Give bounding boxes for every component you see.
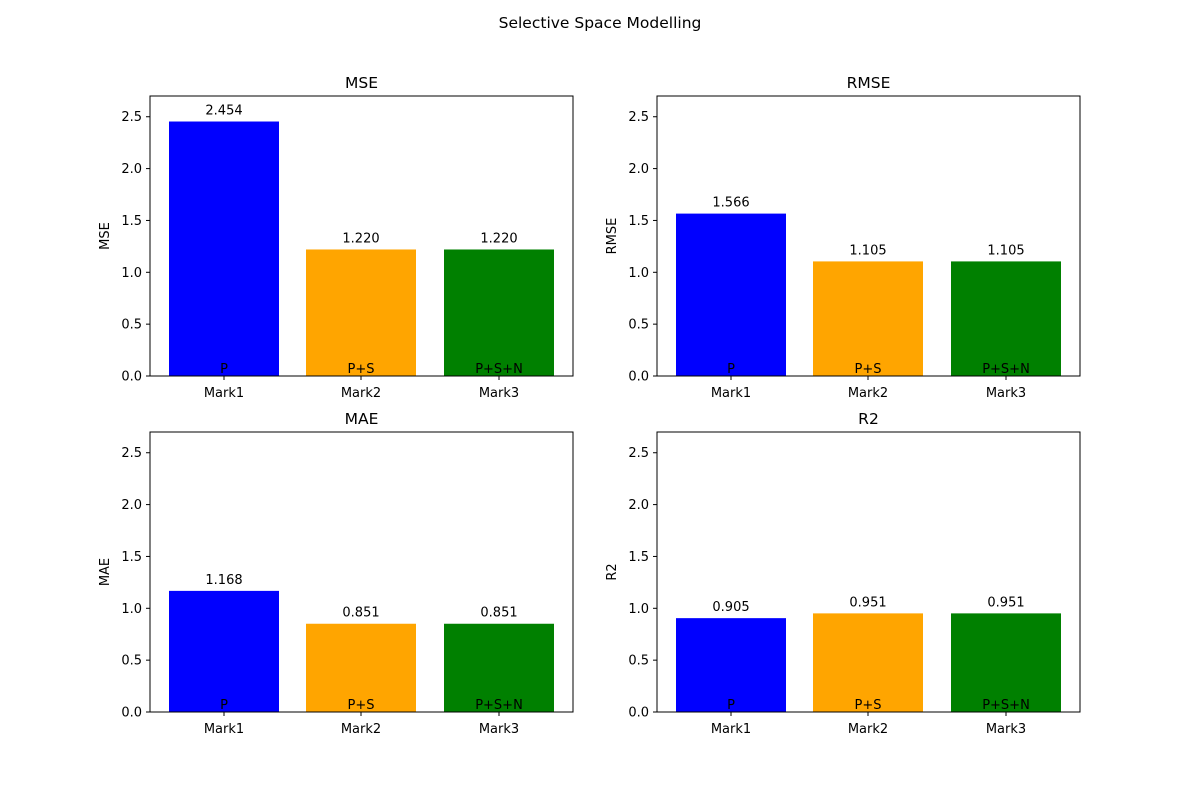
y-tick-label: 0.0 <box>121 370 142 385</box>
x-tick-label: Mark3 <box>986 386 1026 401</box>
value-label: 1.168 <box>205 573 242 588</box>
y-tick-label: 1.0 <box>628 266 649 281</box>
value-label: 0.851 <box>480 606 517 621</box>
x-tick-label: Mark2 <box>848 386 888 401</box>
y-tick-label: 2.5 <box>121 446 142 461</box>
value-label: 2.454 <box>205 104 242 119</box>
bar-mark2 <box>813 613 923 712</box>
y-tick-label: 2.5 <box>628 446 649 461</box>
y-tick-label: 1.5 <box>628 550 649 565</box>
x-tick-label: Mark1 <box>711 722 751 737</box>
y-axis-label: R2 <box>605 563 620 580</box>
bar-mark1 <box>169 590 279 712</box>
bar-mark2 <box>306 249 416 376</box>
value-label: 0.951 <box>987 595 1024 610</box>
bar-mark1 <box>676 213 786 376</box>
y-tick-label: 2.0 <box>121 162 142 177</box>
bar-mark3 <box>444 623 554 712</box>
axes-frame <box>149 95 574 377</box>
panels: 2.454PMark11.220P+SMark21.220P+S+NMark30… <box>98 74 1081 737</box>
y-tick-label: 0.0 <box>121 706 142 721</box>
bar-caption: P <box>220 698 228 713</box>
y-tick-label: 0.0 <box>628 370 649 385</box>
bar-mark1 <box>169 121 279 376</box>
bar-mark3 <box>951 613 1061 712</box>
bar-caption: P <box>727 362 735 377</box>
axes-frame <box>149 431 574 713</box>
bar-mark1 <box>676 618 786 712</box>
x-tick-label: Mark1 <box>711 386 751 401</box>
y-tick-label: 1.0 <box>121 602 142 617</box>
panel-title: R2 <box>858 410 879 428</box>
x-tick-label: Mark2 <box>341 722 381 737</box>
panel-title: RMSE <box>847 74 891 92</box>
y-axis-label: MAE <box>98 558 113 586</box>
x-tick-label: Mark2 <box>848 722 888 737</box>
value-label: 1.220 <box>342 231 379 246</box>
bar-caption: P+S+N <box>982 362 1030 377</box>
y-tick-label: 1.5 <box>121 214 142 229</box>
value-label: 0.905 <box>712 600 749 615</box>
axes-frame <box>656 95 1081 377</box>
bar-mark2 <box>813 261 923 376</box>
y-tick-label: 2.5 <box>121 110 142 125</box>
value-label: 0.951 <box>849 595 886 610</box>
bar-mark3 <box>444 249 554 376</box>
bar-caption: P+S <box>855 698 882 713</box>
bar-caption: P+S <box>855 362 882 377</box>
value-label: 1.105 <box>987 243 1024 258</box>
y-tick-label: 2.0 <box>628 162 649 177</box>
value-label: 1.566 <box>712 196 749 211</box>
y-tick-label: 1.5 <box>628 214 649 229</box>
r2-panel: 0.905 P Mark1 0.951 P+S Mark2 0.951 P+S+N Mark3 0… <box>605 410 1081 737</box>
figure-title: Selective Space Modelling <box>499 14 702 32</box>
y-tick-label: 0.5 <box>628 318 649 333</box>
bar-caption: P+S <box>348 698 375 713</box>
mae-panel: 1.168 P Mark1 0.851 P+S Mark2 0.851 P+S+N Mark3 0… <box>98 410 574 737</box>
mse-panel: 2.454 P Mark1 1.220 P+S Mark2 1.220 P+S+N Mark3 0… <box>98 74 574 401</box>
bar-mark3 <box>951 261 1061 376</box>
bar-caption: P+S+N <box>475 362 523 377</box>
x-tick-label: Mark2 <box>341 386 381 401</box>
x-tick-label: Mark1 <box>204 722 244 737</box>
bar-caption: P <box>727 698 735 713</box>
panel-title: MSE <box>345 74 378 92</box>
x-tick-label: Mark3 <box>986 722 1026 737</box>
value-label: 0.851 <box>342 606 379 621</box>
bar-caption: P+S+N <box>982 698 1030 713</box>
y-tick-label: 0.5 <box>628 654 649 669</box>
x-tick-label: Mark1 <box>204 386 244 401</box>
y-tick-label: 0.0 <box>628 706 649 721</box>
axes-frame <box>656 431 1081 713</box>
y-tick-label: 0.5 <box>121 654 142 669</box>
value-label: 1.105 <box>849 243 886 258</box>
y-tick-label: 2.0 <box>628 498 649 513</box>
y-tick-label: 0.5 <box>121 318 142 333</box>
bar-caption: P <box>220 362 228 377</box>
y-tick-label: 1.5 <box>121 550 142 565</box>
y-axis-label: RMSE <box>605 218 620 255</box>
y-tick-label: 2.0 <box>121 498 142 513</box>
panel-title: MAE <box>345 410 379 428</box>
bar-caption: P+S <box>348 362 375 377</box>
bar-caption: P+S+N <box>475 698 523 713</box>
x-tick-label: Mark3 <box>479 722 519 737</box>
rmse-panel: 1.566 P Mark1 1.105 P+S Mark2 1.105 P+S+N Mark3 0… <box>605 74 1081 401</box>
bar-mark2 <box>306 623 416 712</box>
y-axis-label: MSE <box>98 222 113 250</box>
x-tick-label: Mark3 <box>479 386 519 401</box>
y-tick-label: 2.5 <box>628 110 649 125</box>
y-tick-label: 1.0 <box>628 602 649 617</box>
y-tick-label: 1.0 <box>121 266 142 281</box>
value-label: 1.220 <box>480 231 517 246</box>
